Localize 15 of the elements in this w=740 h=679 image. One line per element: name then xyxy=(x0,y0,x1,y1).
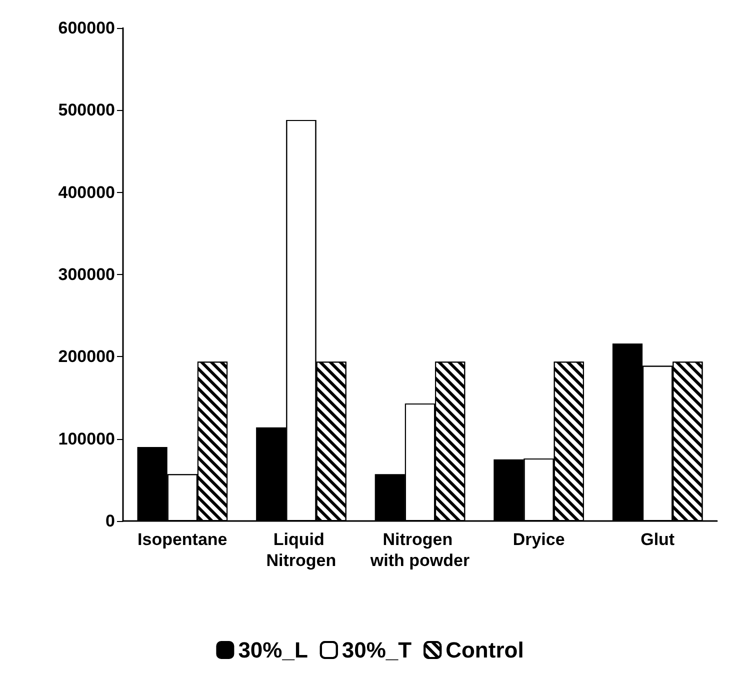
legend-label: 30%_T xyxy=(342,638,412,662)
y-tick-label: 300000 xyxy=(58,265,115,284)
y-tick-label: 500000 xyxy=(58,100,115,120)
y-tick-label: 0 xyxy=(106,512,115,530)
x-tick-label: Dryice xyxy=(512,530,565,549)
x-tick-label: Liquid Nitrogen xyxy=(266,530,336,570)
x-tick-label: Isopentane xyxy=(138,530,228,549)
x-tick-label: Glut xyxy=(640,530,675,549)
legend-label: Control xyxy=(446,638,524,662)
x-tick-label: Nitrogen with powder xyxy=(369,530,470,570)
y-tick-label: 400000 xyxy=(58,182,115,202)
y-tick-label: 100000 xyxy=(58,429,115,448)
y-tick-label: 200000 xyxy=(58,347,115,366)
legend-label: 30%_L xyxy=(238,638,308,662)
y-tick-label: 600000 xyxy=(58,18,115,38)
